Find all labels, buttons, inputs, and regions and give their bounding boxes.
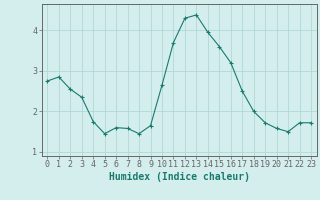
- X-axis label: Humidex (Indice chaleur): Humidex (Indice chaleur): [109, 172, 250, 182]
